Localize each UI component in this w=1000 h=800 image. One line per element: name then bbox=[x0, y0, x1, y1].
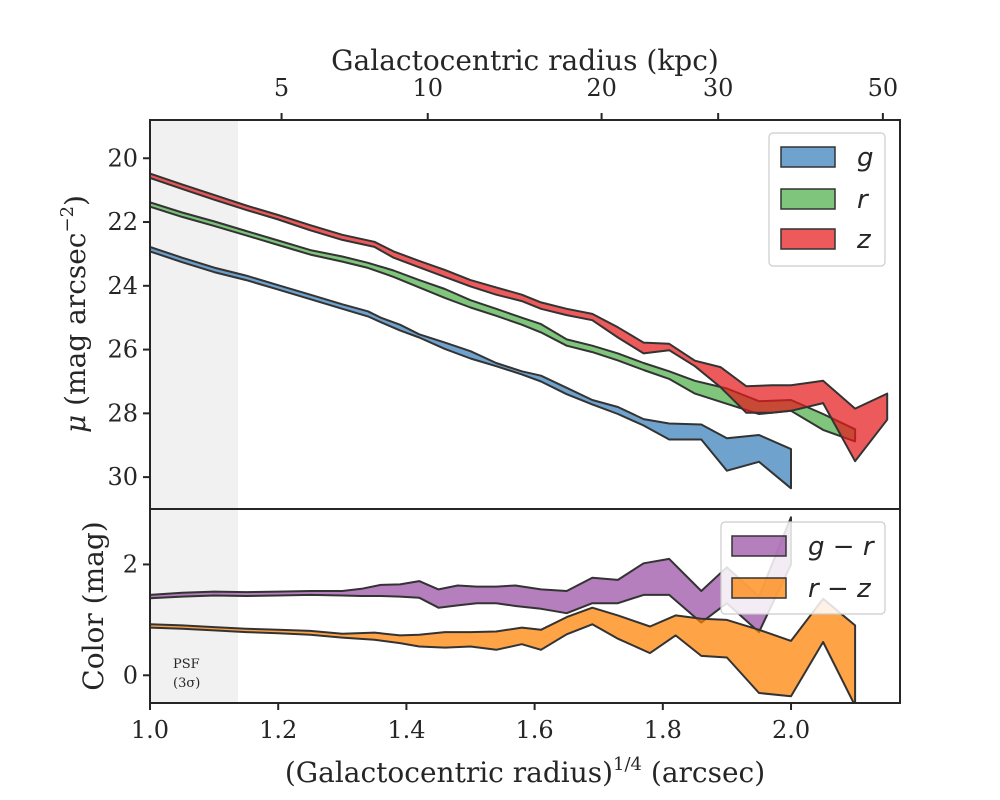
psf-region-bottom bbox=[150, 509, 238, 703]
color-y-tick-label: 2 bbox=[123, 550, 138, 578]
legend-swatch-g-r bbox=[731, 535, 787, 557]
legend-swatch-g bbox=[780, 146, 836, 168]
sb-y-tick-label: 24 bbox=[107, 272, 138, 300]
x-tick-label: 1.8 bbox=[644, 716, 682, 744]
x-tick-label: 2.0 bbox=[772, 716, 810, 744]
axis-ticks: 20 22 24 26 28 30 0 2 1.0 1.2 1.4 1.6 1.8 2.0 5 10 20 30 5… bbox=[107, 74, 899, 744]
psf-annotation-sigma: (3σ) bbox=[173, 676, 200, 691]
legend-label-g: g bbox=[857, 143, 874, 173]
x-tick-label: 1.0 bbox=[131, 716, 169, 744]
psf-annotation: PSF bbox=[173, 657, 200, 672]
top-x-tick-label: 30 bbox=[703, 74, 734, 102]
top-axis-title: Galactocentric radius (kpc) bbox=[331, 44, 719, 77]
top-x-tick-label: 20 bbox=[586, 74, 617, 102]
legend-swatch-r-z bbox=[731, 577, 787, 599]
color-legend: g − r r − z bbox=[720, 521, 886, 615]
top-x-tick-label: 5 bbox=[274, 74, 289, 102]
legend-swatch-r bbox=[780, 188, 836, 210]
color-panel-frame bbox=[149, 508, 901, 704]
sb-bands bbox=[150, 172, 889, 490]
sb-y-tick-label: 30 bbox=[107, 463, 138, 491]
sb-y-tick-label: 22 bbox=[107, 208, 138, 236]
band-z bbox=[150, 172, 889, 463]
sb-y-tick-label: 26 bbox=[107, 336, 138, 364]
sb-y-tick-label: 20 bbox=[107, 144, 138, 172]
color-y-tick-label: 0 bbox=[123, 661, 138, 689]
legend-swatch-z bbox=[780, 228, 836, 250]
top-x-tick-label: 10 bbox=[412, 74, 443, 102]
legend-label-r-z: r − z bbox=[808, 574, 872, 604]
legend-label-r: r bbox=[857, 185, 870, 215]
x-axis-title: (Galactocentric radius)1/4 (arcsec) bbox=[285, 754, 765, 789]
sb-y-tick-label: 28 bbox=[107, 399, 138, 427]
color-y-axis-title: Color (mag) bbox=[77, 521, 110, 690]
top-x-tick-label: 50 bbox=[868, 74, 899, 102]
sb-legend: g r z bbox=[768, 132, 886, 267]
band-g bbox=[150, 245, 792, 490]
x-tick-label: 1.2 bbox=[259, 716, 297, 744]
sb-y-axis-title: μ (mag arcsec−2) bbox=[57, 195, 92, 433]
x-tick-label: 1.4 bbox=[387, 716, 425, 744]
band-g-r bbox=[150, 516, 792, 634]
x-tick-label: 1.6 bbox=[516, 716, 554, 744]
legend-label-g-r: g − r bbox=[808, 532, 876, 562]
psf-region-top bbox=[150, 120, 238, 509]
band-r-z bbox=[150, 597, 857, 703]
legend-label-z: z bbox=[856, 225, 872, 255]
